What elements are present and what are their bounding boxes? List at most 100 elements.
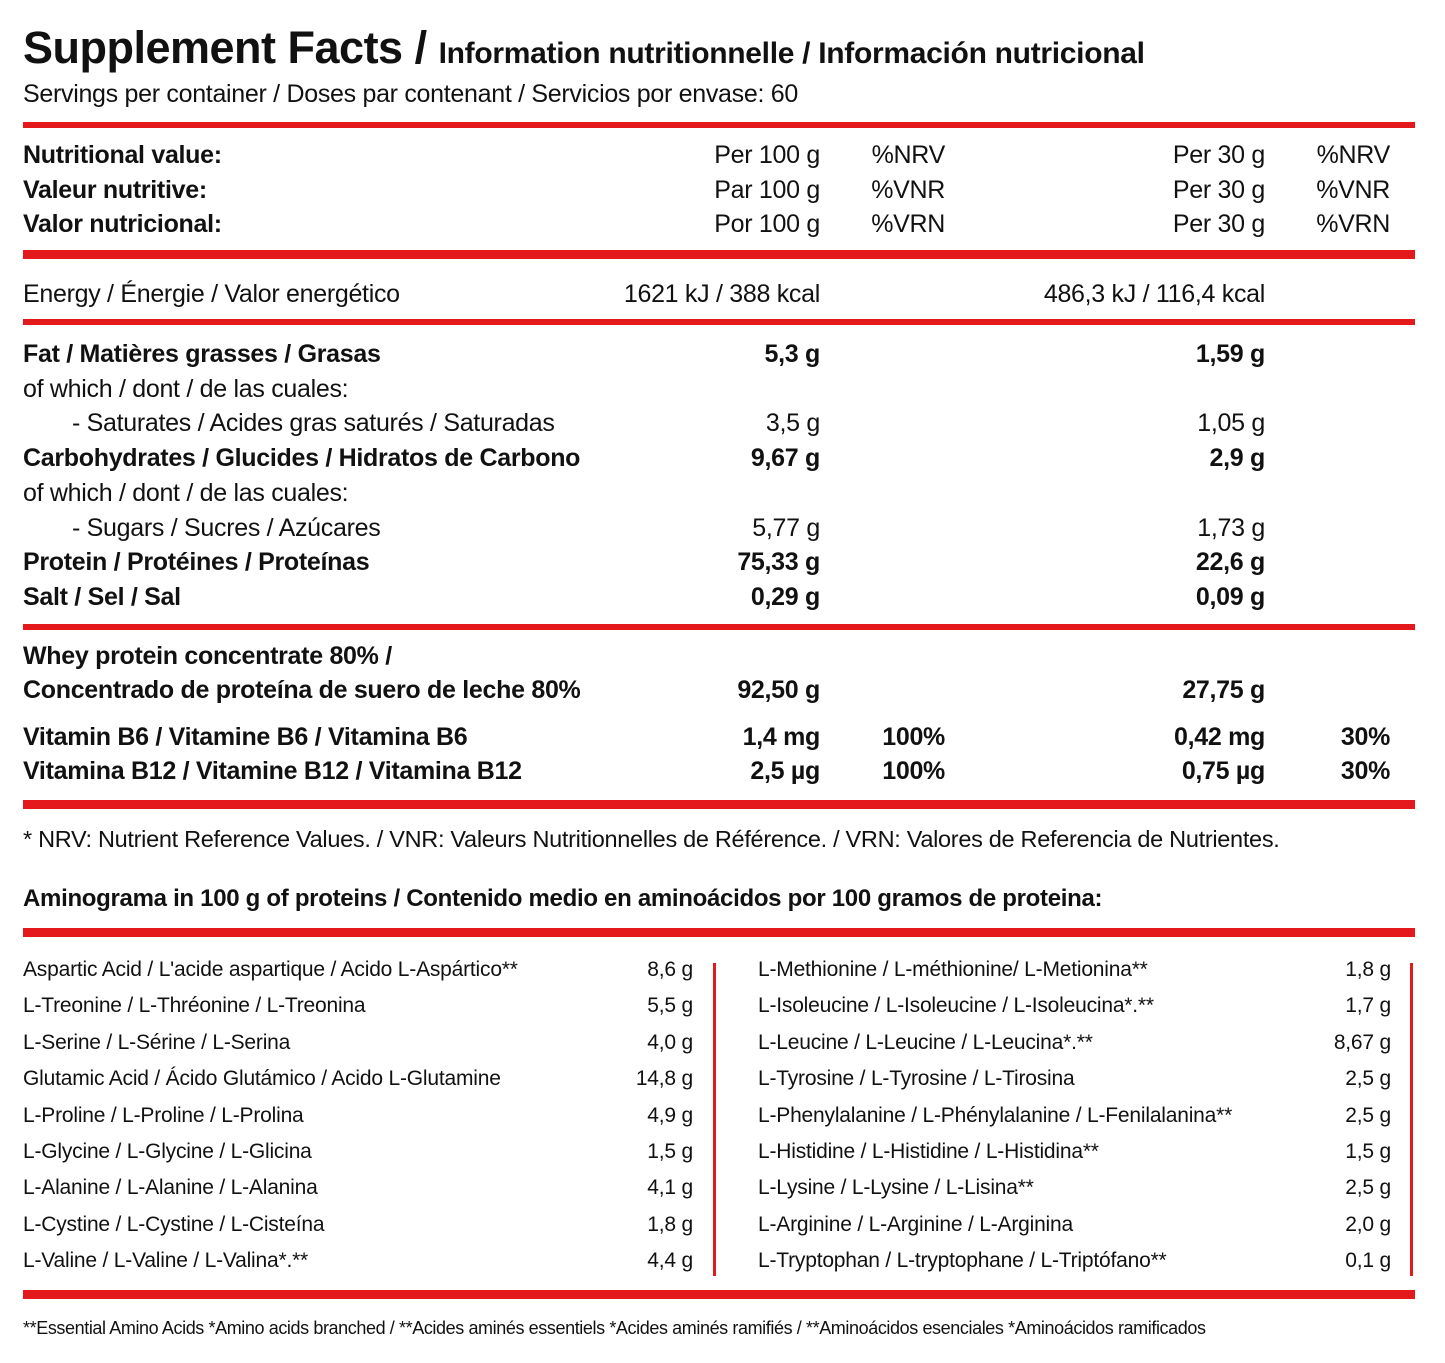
cell-label: - Saturates / Acides gras saturés / Satu… [72, 409, 555, 438]
servings-per-container: Servings per container / Doses par conte… [23, 80, 798, 108]
amino-name: L-Phenylalanine / L-Phénylalanine / L-Fe… [758, 1103, 1233, 1127]
amino-name: L-Methionine / L-méthionine/ L-Metionina… [758, 958, 1148, 981]
amino-name: L-Proline / L-Proline / L-Prolina [23, 1103, 304, 1127]
cell-per30: 0,42 mg [1173, 723, 1265, 751]
cell-per30: 2,9 g [1209, 444, 1266, 473]
amino-value: 1,7 g [1345, 994, 1391, 1018]
cell-label: Nutritional value: [23, 141, 222, 169]
cell-per30: Per 30 g [1172, 175, 1265, 204]
table-row: Valeur nutritive: Par 100 g %VNR Per 30 g %V… [0, 173, 1445, 207]
cell-per100: Par 100 g [714, 175, 820, 204]
cell-label: Energy / Énergie / Valor energético [23, 280, 400, 308]
aminogram-title: Aminograma in 100 g of proteins / Conten… [23, 885, 1103, 912]
cell-label: Carbohydrates / Glucides / Hidratos de C… [23, 444, 581, 473]
amino-row: L-Isoleucine / L-Isoleucine / L-Isoleuci… [758, 991, 1391, 1021]
amino-value: 14,8 g [635, 1067, 693, 1091]
cell-per30: 486,3 kJ / 116,4 kcal [1043, 280, 1265, 308]
cell-per100: 9,67 g [750, 444, 820, 473]
amino-row: L-Leucine / L-Leucine / L-Leucina*.** 8,6… [758, 1028, 1391, 1058]
footer-note: **Essential Amino Acids *Amino acids bra… [23, 1318, 1206, 1338]
cell-label: Valor nutricional: [23, 210, 222, 238]
amino-name: L-Glycine / L-Glycine / L-Glicina [23, 1140, 312, 1163]
column-divider [713, 963, 716, 1276]
cell-per100: 0,29 g [750, 582, 820, 611]
table-row: Whey protein concentrate 80% / [0, 639, 1445, 673]
table-row: Fat / Matières grasses / Grasas 5,3 g 1,59… [0, 337, 1445, 371]
amino-row: L-Glycine / L-Glycine / L-Glicina 1,5 g [23, 1137, 693, 1167]
amino-name: L-Tryptophan / L-tryptophane / L-Triptóf… [758, 1249, 1167, 1273]
table-row: Nutritional value: Per 100 g %NRV Per 30 g%… [0, 138, 1445, 172]
table-row: Valor nutricional: Por 100 g %VRN Per 30 g%… [0, 207, 1445, 241]
cell-pct30: 30% [1340, 757, 1390, 785]
amino-value: 8,67 g [1333, 1030, 1391, 1054]
cell-per30: 1,05 g [1197, 409, 1265, 438]
amino-value: 5,5 g [647, 994, 693, 1018]
amino-name: L-Valine / L-Valine / L-Valina*.** [23, 1249, 309, 1273]
amino-name: Glutamic Acid / Ácido Glutámico / Acido … [23, 1067, 501, 1091]
amino-value: 4,9 g [647, 1103, 693, 1127]
table-row: of which / dont / de las cuales: [0, 476, 1445, 510]
amino-name: L-Serine / L-Sérine / L-Serina [23, 1030, 291, 1054]
table-row: - Saturates / Acides gras saturés / Satu… [0, 406, 1445, 440]
cell-per30: 1,59 g [1195, 340, 1265, 368]
table-row: of which / dont / de las cuales: [0, 372, 1445, 406]
table-row: Carbohydrates / Glucides / Hidratos de C… [0, 441, 1445, 475]
cell-label: Whey protein concentrate 80% / [23, 642, 392, 670]
amino-value: 4,4 g [647, 1249, 693, 1273]
cell-per100: 1,4 mg [742, 723, 821, 751]
amino-row: Glutamic Acid / Ácido Glutámico / Acido … [23, 1064, 693, 1094]
amino-value: 0,1 g [1345, 1249, 1391, 1273]
amino-row: L-Alanine / L-Alanine / L-Alanina 4,1 g [23, 1173, 693, 1203]
cell-label: Salt / Sel / Sal [23, 582, 181, 611]
cell-per100: 3,5 g [765, 409, 820, 438]
cell-per100: 92,50 g [737, 676, 820, 704]
divider [23, 319, 1415, 325]
cell-per30: Per 30 g [1172, 141, 1265, 169]
amino-row: L-Tyrosine / L-Tyrosine / L-Tirosina 2,5 … [758, 1064, 1391, 1094]
amino-name: L-Leucine / L-Leucine / L-Leucina*.** [758, 1030, 1093, 1054]
cell-per30: 0,09 g [1195, 582, 1265, 611]
table-row: Protein / Protéines / Proteínas 75,33 g 22… [0, 545, 1445, 579]
cell-per30: Per 30 g [1172, 210, 1265, 238]
amino-name: L-Histidine / L-Histidine / L-Histidina*… [758, 1140, 1099, 1163]
cell-pct100: %VNR [871, 175, 945, 204]
amino-value: 1,5 g [1345, 1140, 1391, 1163]
cell-label: - Sugars / Sucres / Azúcares [72, 513, 381, 542]
page-title: Supplement Facts / Information nutrition… [23, 22, 1145, 74]
table-row: Vitamin B6 / Vitamine B6 / Vitamina B6 1,… [0, 720, 1445, 754]
amino-value: 4,1 g [647, 1176, 693, 1200]
cell-per30: 22,6 g [1195, 548, 1265, 577]
amino-value: 2,0 g [1345, 1212, 1391, 1236]
cell-label: Vitamina B12 / Vitamine B12 / Vitamina B… [23, 757, 522, 785]
divider [23, 250, 1415, 259]
cell-per30: 27,75 g [1182, 676, 1265, 704]
cell-label: of which / dont / de las cuales: [23, 374, 349, 403]
amino-name: L-Arginine / L-Arginine / L-Arginina [758, 1212, 1073, 1236]
cell-per30: 1,73 g [1197, 513, 1265, 542]
cell-pct100: 100% [882, 757, 945, 785]
divider [23, 624, 1415, 630]
amino-value: 1,8 g [647, 1212, 693, 1236]
amino-row: L-Lysine / L-Lysine / L-Lisina** 2,5 g [758, 1173, 1391, 1203]
divider [23, 928, 1415, 937]
cell-pct30: %VRN [1316, 210, 1390, 238]
amino-row: L-Serine / L-Sérine / L-Serina 4,0 g [23, 1028, 693, 1058]
amino-value: 2,5 g [1345, 1103, 1391, 1127]
divider [23, 1290, 1415, 1299]
amino-name: L-Tyrosine / L-Tyrosine / L-Tirosina [758, 1067, 1075, 1091]
cell-per100: Per 100 g [714, 141, 820, 169]
cell-label: of which / dont / de las cuales: [23, 478, 349, 507]
table-row: - Sugars / Sucres / Azúcares 5,77 g 1,73 g [0, 511, 1445, 545]
cell-label: Vitamin B6 / Vitamine B6 / Vitamina B6 [23, 723, 468, 751]
cell-pct30: %NRV [1316, 141, 1391, 169]
table-row: Salt / Sel / Sal 0,29 g 0,09 g [0, 580, 1445, 614]
cell-per30: 0,75 µg [1181, 757, 1265, 785]
divider [23, 122, 1415, 128]
cell-pct100: %NRV [871, 141, 946, 169]
cell-label: Fat / Matières grasses / Grasas [23, 340, 381, 368]
cell-pct100: 100% [882, 723, 945, 751]
cell-per100: 75,33 g [737, 548, 820, 577]
table-row: Vitamina B12 / Vitamine B12 / Vitamina B… [0, 754, 1445, 788]
cell-pct30: 30% [1340, 723, 1390, 751]
amino-value: 1,5 g [647, 1140, 693, 1163]
